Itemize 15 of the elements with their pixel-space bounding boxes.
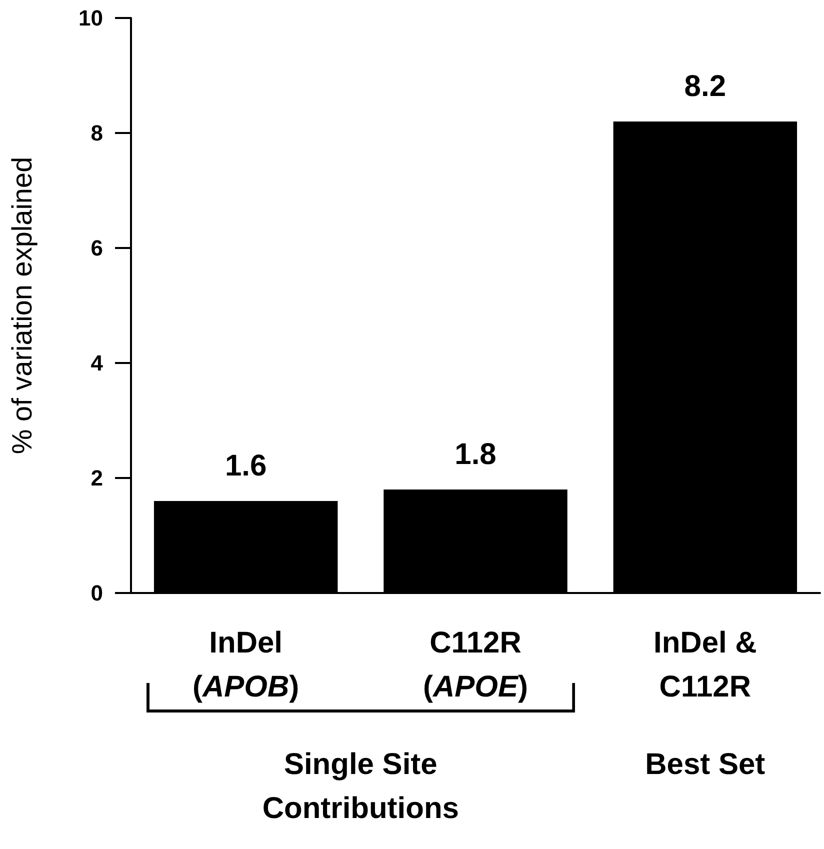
text: Single Site Contributions <box>262 747 459 827</box>
x-tick-label: InDel (APOB) <box>192 626 300 704</box>
y-tick-label: 10 <box>78 6 103 30</box>
y-tick-label: 2 <box>90 466 103 490</box>
y-tick-label: 8 <box>90 120 103 146</box>
y-tick-label: 4 <box>90 350 104 376</box>
y-tick-label: 6 <box>90 236 103 260</box>
data-label: 1.6 <box>224 450 267 482</box>
data-label: 8.2 <box>684 70 726 103</box>
text: Best Set <box>645 747 766 783</box>
x-tick-label: C112R (APOE) <box>422 626 528 704</box>
x-tick-label: InDel & C112R <box>653 626 757 704</box>
y-axis-title: % of variation explained <box>6 156 38 454</box>
y-tick-label: 0 <box>90 580 103 606</box>
data-label: 1.8 <box>454 438 496 471</box>
